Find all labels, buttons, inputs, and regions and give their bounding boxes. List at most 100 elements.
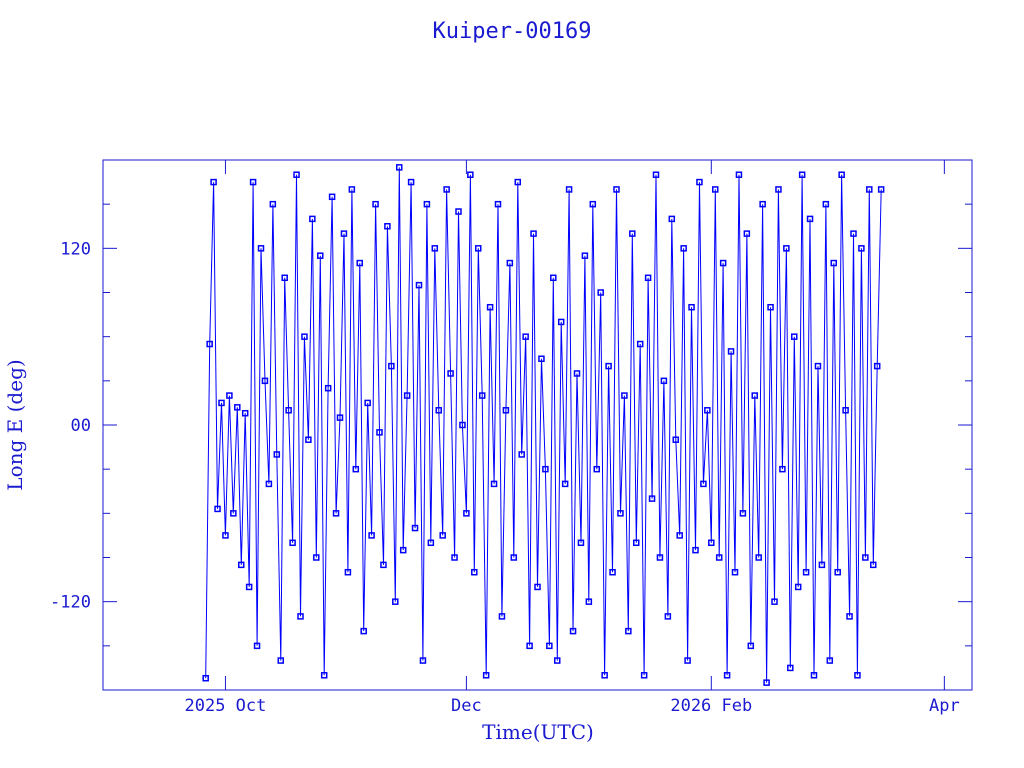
data-point — [680, 245, 687, 252]
y-tick-label: 120 — [60, 239, 91, 259]
data-point — [498, 613, 506, 620]
data-point — [838, 171, 845, 178]
data-point — [719, 259, 727, 267]
data-point — [601, 672, 608, 679]
data-point — [846, 613, 853, 620]
data-point — [522, 333, 529, 340]
data-point — [581, 252, 589, 259]
data-point — [230, 510, 237, 517]
data-point — [873, 362, 881, 370]
data-point — [715, 554, 723, 561]
data-point — [826, 657, 834, 664]
data-point — [407, 178, 415, 186]
data-point — [222, 532, 229, 539]
data-point — [309, 215, 316, 223]
data-point — [210, 178, 217, 186]
data-point — [471, 568, 478, 576]
data-point — [214, 505, 221, 513]
data-point — [376, 429, 383, 436]
data-point — [285, 407, 292, 414]
data-point — [633, 539, 640, 547]
x-tick-label: 2025 Oct — [185, 696, 267, 716]
data-point — [530, 230, 537, 237]
data-point — [245, 583, 253, 591]
data-point — [451, 554, 458, 561]
data-point — [767, 303, 774, 311]
data-point — [791, 333, 798, 340]
data-point — [467, 171, 474, 178]
data-point — [313, 554, 320, 561]
y-axis-label: Long E (deg) — [3, 359, 27, 490]
x-tick-label: Dec — [451, 696, 482, 716]
data-point — [684, 657, 691, 664]
data-point — [810, 672, 818, 679]
data-point — [755, 554, 762, 561]
data-point — [206, 340, 213, 348]
data-point — [664, 613, 672, 620]
y-tick-label: 00 — [71, 416, 91, 436]
data-point — [708, 539, 715, 547]
data-point — [692, 546, 699, 554]
data-point — [253, 642, 261, 650]
data-point — [463, 510, 470, 517]
data-point — [352, 465, 360, 473]
data-point — [822, 200, 830, 208]
data-point — [802, 568, 810, 576]
data-point — [660, 377, 668, 385]
data-point — [399, 546, 407, 554]
data-point — [751, 392, 758, 399]
data-point — [830, 259, 837, 267]
data-point — [226, 392, 233, 399]
data-point — [202, 674, 209, 682]
data-point — [459, 421, 466, 429]
data-point — [249, 178, 257, 186]
data-point — [419, 657, 427, 664]
data-point — [605, 362, 612, 370]
data-point — [652, 171, 660, 178]
data-point — [478, 392, 486, 399]
data-point — [234, 404, 241, 411]
data-point — [577, 539, 585, 547]
data-point — [569, 627, 577, 635]
x-tick-label: Apr — [929, 696, 960, 716]
data-point — [818, 561, 826, 569]
data-point — [241, 409, 249, 417]
data-point — [557, 318, 565, 326]
data-point — [546, 642, 553, 650]
data-point — [814, 362, 822, 370]
data-point — [834, 568, 841, 576]
data-point — [475, 245, 482, 252]
data-point — [332, 510, 340, 517]
data-point — [644, 274, 652, 282]
data-point — [597, 289, 604, 296]
data-point — [384, 223, 391, 230]
data-layer — [202, 164, 885, 686]
data-point — [656, 554, 664, 561]
data-point — [534, 583, 541, 591]
plot-frame — [102, 159, 973, 691]
data-point — [783, 245, 790, 252]
data-point — [640, 672, 648, 679]
data-point — [297, 613, 304, 620]
axis-ticks: 120 00 -120 2025 Oct Dec 2026 Feb Apr — [50, 160, 972, 716]
data-point — [573, 370, 581, 377]
data-point — [364, 399, 371, 407]
data-point — [526, 642, 533, 650]
data-point — [518, 451, 525, 458]
data-point — [621, 392, 628, 399]
data-point — [676, 532, 683, 539]
data-point — [538, 355, 545, 362]
data-point — [502, 407, 510, 414]
data-point — [870, 561, 877, 569]
data-point — [565, 186, 573, 193]
data-point — [293, 171, 300, 178]
data-point — [561, 480, 569, 488]
data-point — [447, 370, 454, 377]
data-point — [514, 178, 521, 186]
data-point — [277, 657, 284, 664]
data-point — [625, 627, 632, 635]
data-point — [415, 281, 423, 289]
data-point — [439, 532, 446, 539]
x-axis-label: Time(UTC) — [482, 720, 594, 744]
data-point — [328, 193, 336, 201]
